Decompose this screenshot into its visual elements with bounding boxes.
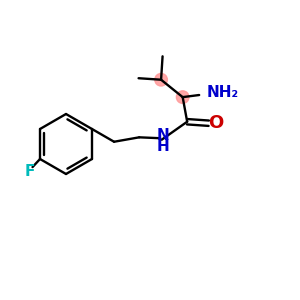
Text: H: H xyxy=(157,139,169,154)
Circle shape xyxy=(176,91,189,103)
Text: F: F xyxy=(24,164,35,179)
Circle shape xyxy=(155,74,167,86)
Text: NH₂: NH₂ xyxy=(207,85,239,100)
Text: N: N xyxy=(157,128,169,143)
Text: O: O xyxy=(208,114,223,132)
